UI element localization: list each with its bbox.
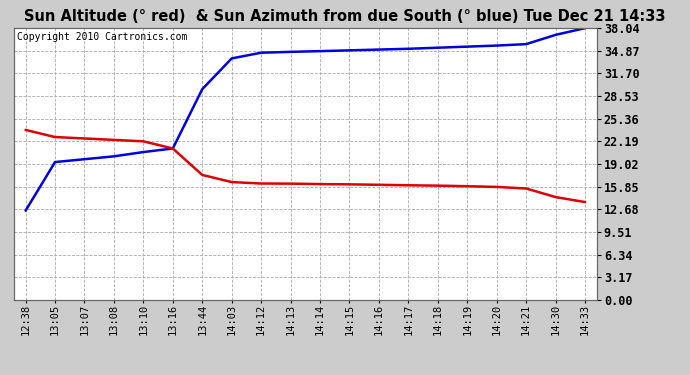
Text: Sun Altitude (° red)  & Sun Azimuth from due South (° blue) Tue Dec 21 14:33: Sun Altitude (° red) & Sun Azimuth from …	[24, 9, 666, 24]
Text: Copyright 2010 Cartronics.com: Copyright 2010 Cartronics.com	[17, 32, 187, 42]
